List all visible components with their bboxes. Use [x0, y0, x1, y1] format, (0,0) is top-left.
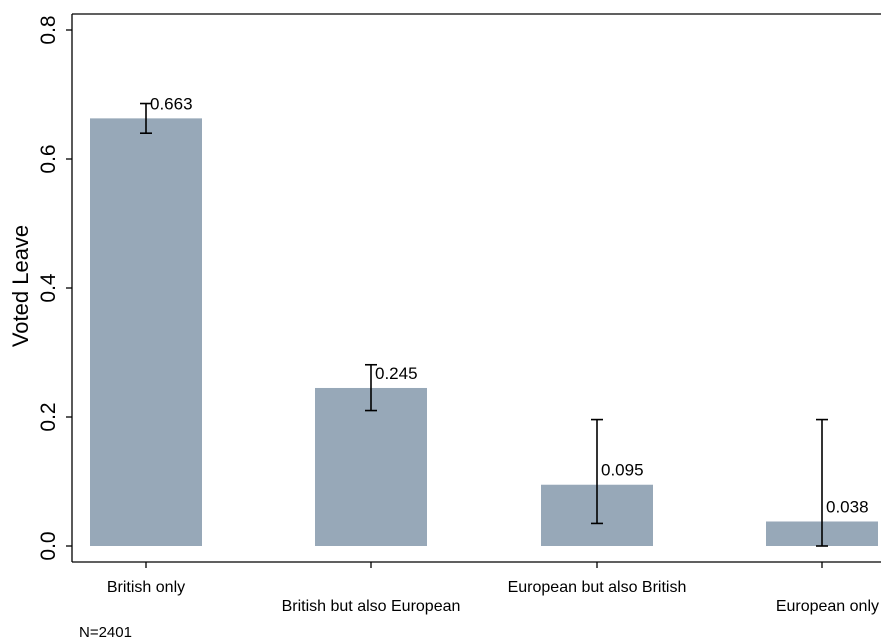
y-axis-label: Voted Leave	[8, 225, 33, 347]
x-tick-label: British only	[107, 579, 185, 596]
x-axis: British only British but also European Eur…	[107, 562, 879, 615]
value-label: 0.095	[601, 461, 644, 480]
value-label: 0.038	[826, 497, 869, 516]
y-tick-label: 0.0	[37, 531, 60, 560]
value-label: 0.245	[375, 364, 418, 383]
bars	[90, 118, 878, 547]
x-tick-label: British but also European	[282, 598, 461, 615]
value-labels: 0.663 0.245 0.095 0.038	[150, 94, 869, 516]
y-axis: 0.0 0.2 0.4 0.6 0.8	[37, 15, 72, 561]
y-tick-label: 0.6	[37, 144, 60, 173]
sample-size-note: N=2401	[79, 624, 132, 641]
x-tick-label: European but also British	[508, 579, 687, 596]
bar	[90, 118, 202, 547]
bar	[315, 387, 427, 546]
error-bars	[140, 102, 828, 547]
y-tick-label: 0.4	[37, 273, 60, 303]
value-label: 0.663	[150, 94, 193, 113]
y-tick-label: 0.2	[37, 402, 60, 431]
y-tick-label: 0.8	[37, 15, 60, 44]
x-tick-label: European only	[776, 598, 879, 615]
